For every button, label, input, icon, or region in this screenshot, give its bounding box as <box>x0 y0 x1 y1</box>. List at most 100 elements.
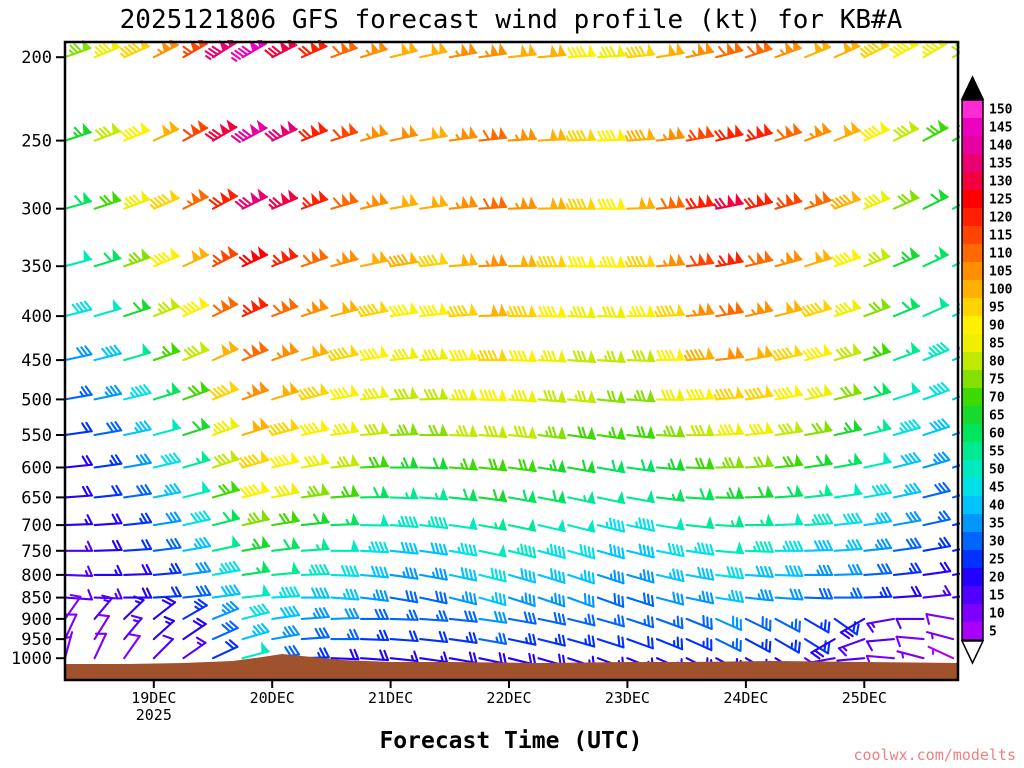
colorbar-label: 110 <box>989 247 1013 262</box>
y-axis-label: 550 <box>21 426 52 446</box>
wind-barb <box>655 195 685 210</box>
wind-barb <box>922 188 949 210</box>
wind-barb <box>804 638 831 655</box>
wind-barb <box>892 381 921 401</box>
wind-barb <box>715 566 745 580</box>
wind-barb <box>744 485 774 499</box>
wind-barb <box>389 650 419 663</box>
wind-barb <box>772 344 803 362</box>
wind-barb <box>655 615 684 630</box>
wind-barb <box>804 190 832 210</box>
wind-barb <box>685 252 715 268</box>
wind-barb <box>804 539 834 552</box>
wind-barb <box>328 344 359 362</box>
wind-barb <box>419 456 449 470</box>
wind-barb <box>359 513 390 527</box>
wind-barb <box>123 453 152 469</box>
wind-barb <box>241 560 271 576</box>
wind-barb <box>211 449 240 469</box>
wind-barb <box>300 563 330 576</box>
wind-barb <box>150 247 180 268</box>
colorbar-cell <box>962 478 983 496</box>
wind-barb <box>537 543 566 559</box>
wind-barb <box>892 452 922 469</box>
wind-barb <box>123 587 153 599</box>
wind-barb <box>63 421 93 437</box>
wind-barb <box>804 248 832 268</box>
wind-barb <box>774 249 803 268</box>
wind-barb <box>234 188 268 210</box>
colorbar-label: 15 <box>989 589 1005 604</box>
wind-barb <box>182 119 209 142</box>
wind-barb <box>567 44 597 59</box>
wind-barb <box>774 540 804 552</box>
wind-barb <box>359 589 389 602</box>
wind-barb <box>359 192 389 210</box>
y-axis-label: 950 <box>21 630 52 650</box>
wind-barb <box>211 340 239 362</box>
wind-barb <box>330 648 360 661</box>
wind-barb <box>922 561 952 576</box>
colorbar-cell <box>962 568 983 586</box>
wind-barb <box>300 298 329 318</box>
wind-barb <box>744 384 774 401</box>
wind-barb <box>626 304 656 318</box>
wind-barb <box>744 616 772 632</box>
wind-barb <box>389 40 418 59</box>
y-axis-label: 400 <box>21 307 52 327</box>
wind-barb <box>596 390 626 404</box>
wind-barb <box>507 196 538 210</box>
wind-barb <box>448 424 478 437</box>
wind-barb <box>895 635 925 648</box>
wind-barb <box>537 489 567 504</box>
wind-barb <box>300 607 330 620</box>
wind-barb <box>537 568 566 584</box>
wind-barb <box>329 384 360 401</box>
wind-barb <box>359 541 390 554</box>
colorbar-cell <box>962 226 983 244</box>
wind-barb <box>830 190 862 210</box>
wind-barb <box>448 591 478 606</box>
wind-barb <box>624 254 656 268</box>
wind-barb <box>537 611 567 626</box>
wind-barb <box>448 542 478 557</box>
wind-barb <box>93 40 121 59</box>
wind-barb <box>182 561 212 576</box>
wind-barb <box>152 511 182 527</box>
wind-barb <box>93 298 122 318</box>
wind-barb <box>626 489 656 504</box>
colorbar-cell <box>962 622 983 640</box>
wind-barb <box>271 625 300 641</box>
colorbar-cell <box>962 406 983 424</box>
terrain-layer <box>65 654 958 680</box>
colorbar-label: 90 <box>989 319 1005 334</box>
wind-barb <box>264 120 298 142</box>
wind-barb <box>241 623 270 641</box>
wind-barb <box>866 617 895 633</box>
wind-barb <box>655 517 685 531</box>
wind-barb <box>626 614 655 629</box>
wind-barb <box>123 298 151 318</box>
wind-barb <box>419 423 449 437</box>
wind-barb <box>596 517 626 533</box>
colorbar-cell <box>962 442 983 460</box>
wind-barb <box>685 423 715 437</box>
wind-barb <box>655 388 686 401</box>
wind-barb <box>123 420 152 437</box>
wind-barb <box>713 193 744 210</box>
colorbar-cell <box>962 154 983 172</box>
colorbar-label: 75 <box>989 373 1005 388</box>
wind-barb <box>892 537 922 552</box>
x-axis-label: 24DEC <box>723 689 768 707</box>
colorbar-label: 105 <box>989 265 1012 280</box>
wind-barb <box>448 126 478 142</box>
wind-barb <box>93 513 123 527</box>
wind-barb <box>448 516 478 530</box>
wind-barb <box>804 564 834 576</box>
wind-barb <box>833 539 863 552</box>
wind-barb <box>123 190 151 210</box>
colorbar-label: 65 <box>989 409 1005 424</box>
wind-barb <box>626 425 656 439</box>
wind-barb <box>300 342 329 362</box>
wind-barb <box>120 40 150 59</box>
